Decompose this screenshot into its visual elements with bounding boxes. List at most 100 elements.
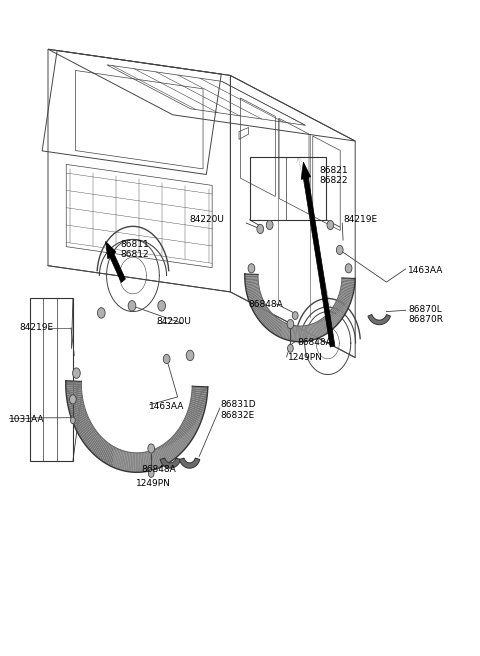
Polygon shape [184, 419, 198, 431]
Polygon shape [321, 318, 329, 333]
Polygon shape [277, 321, 284, 337]
Text: 1463AA: 1463AA [149, 402, 184, 411]
Polygon shape [96, 441, 107, 458]
Polygon shape [126, 452, 130, 472]
Polygon shape [280, 323, 286, 338]
Circle shape [97, 308, 105, 318]
Polygon shape [66, 387, 82, 390]
Polygon shape [149, 451, 154, 470]
Polygon shape [317, 321, 324, 336]
Polygon shape [252, 301, 264, 310]
Polygon shape [323, 317, 332, 331]
Polygon shape [254, 304, 266, 315]
Polygon shape [119, 451, 124, 470]
Polygon shape [79, 424, 93, 438]
Polygon shape [191, 397, 206, 403]
Circle shape [327, 220, 334, 230]
Polygon shape [245, 274, 258, 276]
Polygon shape [248, 293, 261, 299]
Polygon shape [67, 394, 82, 400]
Circle shape [248, 264, 255, 273]
Polygon shape [302, 326, 305, 342]
Polygon shape [122, 451, 127, 471]
Circle shape [287, 319, 294, 329]
Polygon shape [314, 323, 320, 338]
Polygon shape [301, 162, 335, 347]
Polygon shape [77, 421, 91, 434]
Polygon shape [337, 298, 349, 307]
Polygon shape [285, 324, 289, 340]
Polygon shape [264, 314, 274, 327]
Polygon shape [246, 286, 259, 291]
Polygon shape [263, 313, 273, 326]
Polygon shape [332, 307, 343, 318]
Polygon shape [255, 305, 267, 316]
Polygon shape [257, 308, 268, 319]
Polygon shape [86, 432, 98, 448]
Polygon shape [306, 325, 309, 341]
Polygon shape [75, 418, 89, 430]
Polygon shape [128, 452, 131, 472]
Polygon shape [72, 411, 87, 422]
Circle shape [292, 312, 298, 319]
Polygon shape [341, 286, 354, 291]
Polygon shape [301, 326, 303, 342]
Polygon shape [245, 281, 258, 284]
Polygon shape [324, 316, 333, 330]
Polygon shape [105, 445, 113, 464]
Circle shape [288, 344, 293, 352]
Polygon shape [247, 289, 260, 295]
Circle shape [72, 368, 80, 379]
Circle shape [257, 224, 264, 234]
Text: 84220U: 84220U [156, 317, 191, 326]
Circle shape [345, 264, 352, 273]
Polygon shape [192, 388, 208, 392]
Polygon shape [88, 434, 100, 449]
Polygon shape [74, 417, 89, 428]
Circle shape [158, 300, 166, 311]
Circle shape [70, 395, 76, 404]
Polygon shape [342, 278, 355, 280]
Polygon shape [339, 293, 352, 300]
Polygon shape [137, 453, 139, 472]
Polygon shape [261, 312, 271, 323]
Polygon shape [316, 321, 323, 337]
Polygon shape [245, 283, 259, 288]
Polygon shape [331, 309, 341, 321]
Text: 1249PN: 1249PN [288, 353, 323, 362]
Polygon shape [115, 449, 121, 469]
Polygon shape [174, 434, 186, 449]
Polygon shape [166, 441, 176, 459]
Polygon shape [187, 413, 201, 423]
Polygon shape [111, 448, 119, 467]
Polygon shape [312, 323, 317, 339]
Polygon shape [103, 445, 112, 462]
Polygon shape [248, 294, 261, 301]
Polygon shape [188, 409, 203, 419]
Polygon shape [326, 315, 335, 328]
Polygon shape [100, 443, 109, 461]
Polygon shape [334, 305, 345, 316]
Polygon shape [157, 447, 165, 466]
Polygon shape [307, 325, 311, 341]
Polygon shape [253, 302, 265, 312]
Polygon shape [340, 289, 354, 294]
Polygon shape [140, 453, 143, 472]
Polygon shape [325, 316, 334, 329]
Text: 1463AA: 1463AA [408, 266, 444, 276]
Polygon shape [66, 380, 82, 383]
Text: 86848A: 86848A [298, 338, 332, 347]
Polygon shape [101, 443, 110, 462]
Polygon shape [318, 320, 325, 335]
Polygon shape [165, 442, 175, 460]
Polygon shape [342, 282, 355, 285]
Polygon shape [309, 325, 313, 340]
Polygon shape [342, 281, 355, 283]
Polygon shape [153, 449, 159, 468]
Polygon shape [327, 313, 337, 325]
Polygon shape [164, 443, 173, 461]
Polygon shape [192, 392, 207, 396]
Polygon shape [290, 325, 294, 341]
Polygon shape [329, 311, 339, 323]
Polygon shape [108, 447, 116, 466]
